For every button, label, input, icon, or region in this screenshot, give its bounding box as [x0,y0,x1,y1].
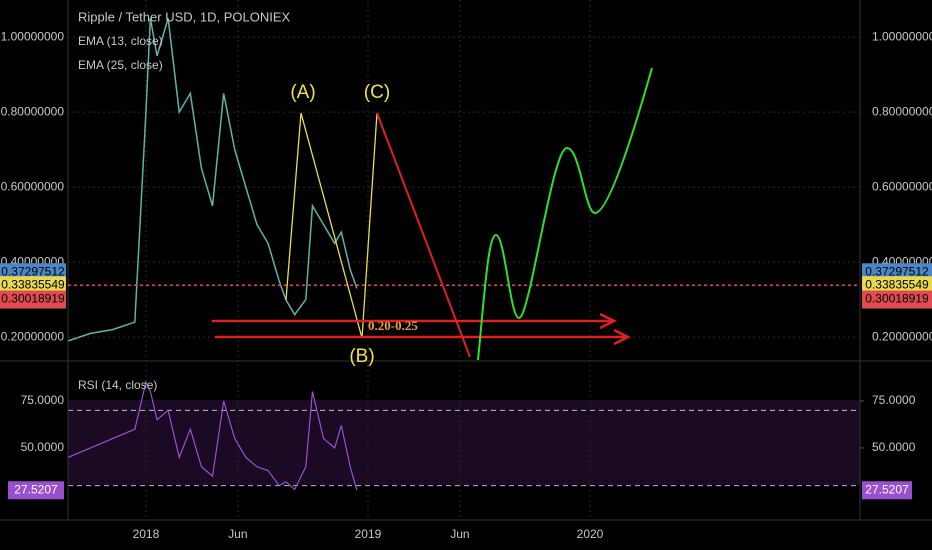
grid [68,0,864,520]
wave-label: (B) [349,346,374,367]
forecast-curve [477,67,653,361]
wave-line [285,112,378,339]
price-label: 0.33835549 [1,277,65,291]
range-label: 0.20-0.25 [368,318,418,333]
rsi-tick-label: 75.0000 [872,393,916,407]
drawings: (A) (B) (C) 0.20-0.25 [212,67,653,367]
y-tick-label: 0.60000000 [1,179,65,193]
arrow-head [599,312,617,330]
rsi-title: RSI (14, close) [78,378,157,392]
price-label-bg [862,290,932,309]
y-tick-label: 0.20000000 [1,329,65,343]
price-label-bg [0,276,66,295]
y-tick-label: 0.20000000 [872,329,932,343]
arrow-head [613,328,631,346]
x-tick-label: 2020 [577,527,604,541]
projection-line [376,112,471,358]
price-label: 0.37297512 [865,264,929,278]
price-line [67,18,358,342]
rsi-label-bg [862,481,912,500]
price-label: 0.30018919 [1,292,65,306]
indicator-label: EMA (25, close) [78,58,163,72]
rsi-line [67,380,358,491]
y-tick-label: 1.00000000 [872,29,932,43]
wave-label: (A) [290,82,315,103]
x-tick-label: Jun [450,527,469,541]
rsi-label: 27.5207 [865,482,909,496]
x-tick-label: 2018 [133,527,160,541]
price-label: 0.30018919 [865,292,929,306]
y-tick-label: 0.60000000 [872,179,932,193]
price-label: 0.33835549 [865,277,929,291]
y-tick-label: 0.80000000 [1,104,65,118]
rsi-band-fill [68,400,860,485]
wave-label: (C) [364,82,390,103]
rsi-tick-label: 50.0000 [21,440,65,454]
rsi-tick-label: 50.0000 [872,440,916,454]
price-label: 0.37297512 [1,264,65,278]
price-label-bg [862,276,932,295]
x-tick-label: Jun [228,527,247,541]
y-tick-label: 0.80000000 [872,104,932,118]
rsi-label: 27.5207 [14,482,58,496]
rsi-label-bg [8,481,64,500]
price-label-bg [0,290,66,309]
plot [67,18,860,491]
rsi-tick-label: 75.0000 [21,393,65,407]
y-tick-label: 1.00000000 [1,29,65,43]
chart-title: Ripple / Tether USD, 1D, POLONIEX [78,9,291,24]
indicator-label: EMA (13, close) [78,34,163,48]
x-tick-label: 2019 [355,527,382,541]
